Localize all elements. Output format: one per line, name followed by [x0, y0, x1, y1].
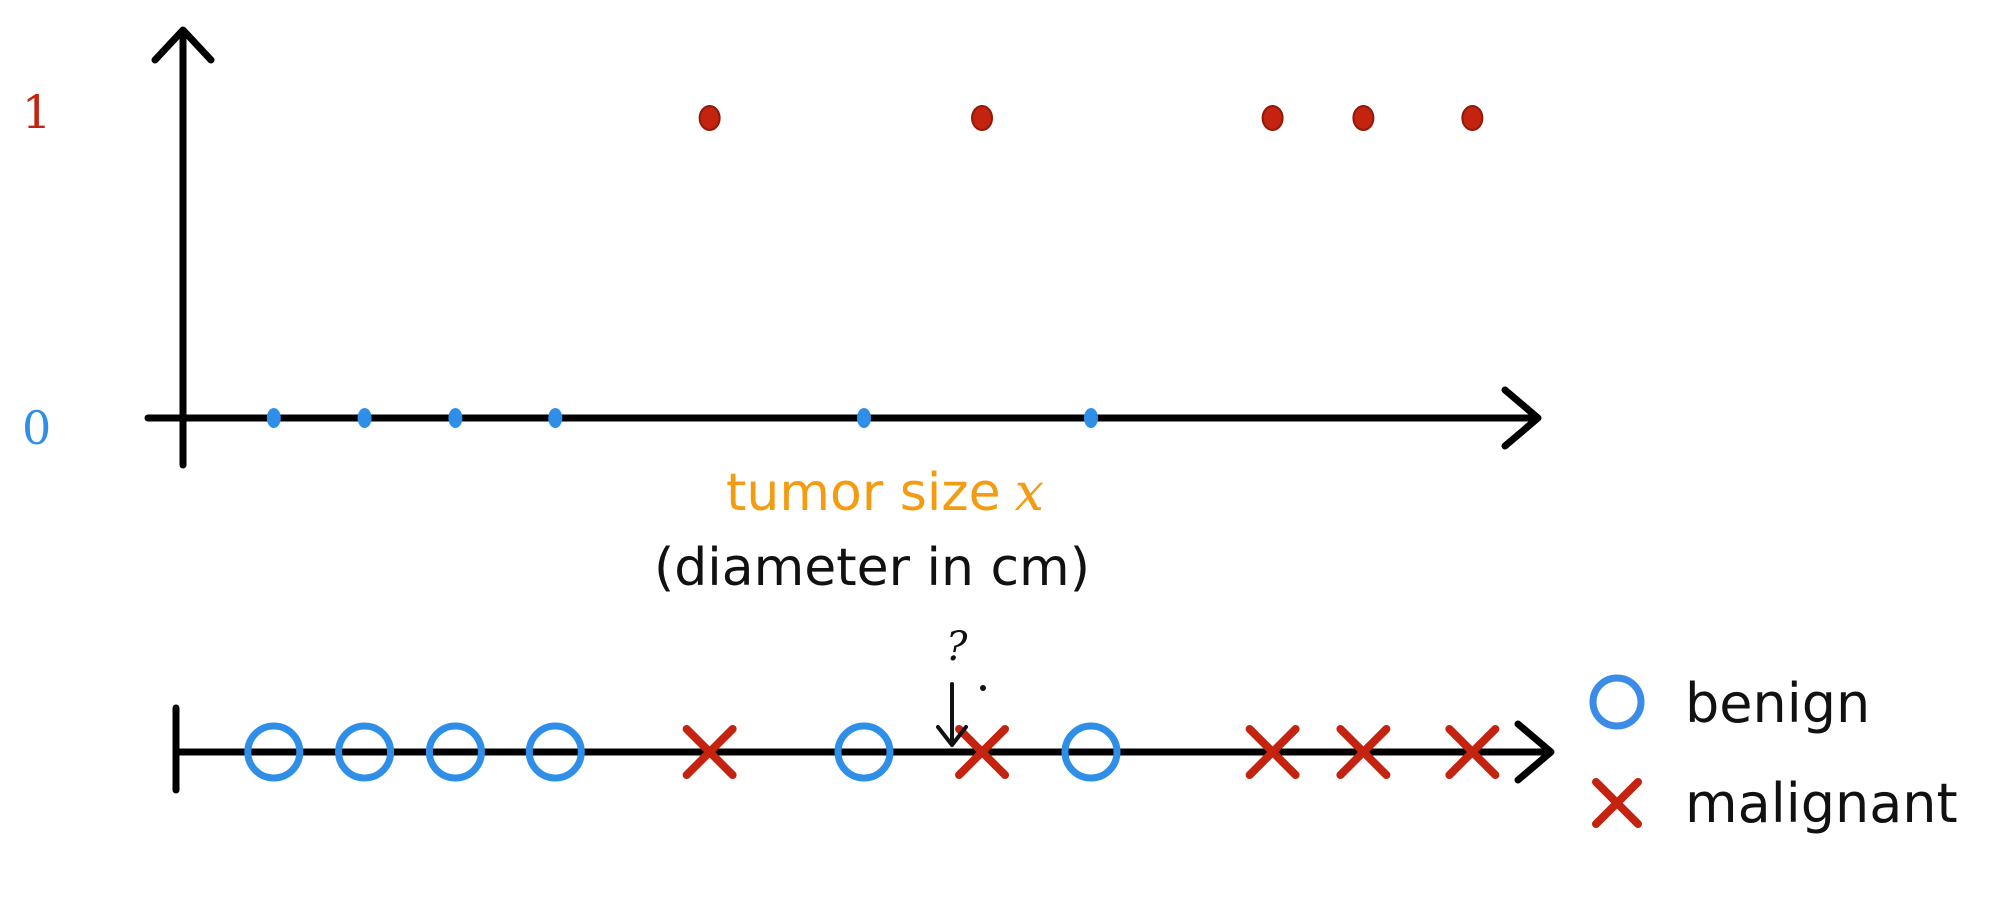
y-axis-arrowhead [151, 26, 215, 64]
benign-marker [834, 722, 894, 782]
malignant-marker-stroke [1445, 725, 1500, 779]
legend: benign malignant [1589, 672, 1958, 835]
query-dot [980, 685, 986, 691]
legend-malignant-label: malignant [1685, 772, 1958, 835]
scatter-points [266, 105, 1484, 428]
benign-point [448, 408, 463, 428]
legend-malignant-marker-b [1592, 778, 1642, 828]
malignant-point [1352, 105, 1375, 131]
malignant-point [971, 105, 994, 131]
query-annotation: ? [936, 624, 986, 747]
benign-point [357, 408, 372, 428]
malignant-marker-stroke [1336, 725, 1391, 779]
benign-marker [525, 722, 585, 782]
number-line-marks [244, 722, 1500, 782]
malignant-marker [1336, 725, 1391, 779]
malignant-marker [1245, 725, 1300, 779]
malignant-marker [1445, 725, 1500, 779]
query-label: ? [946, 624, 968, 670]
number-line-arrowhead [1514, 720, 1555, 784]
malignant-point [698, 105, 721, 131]
malignant-point [1261, 105, 1284, 131]
malignant-marker-stroke [682, 725, 737, 779]
malignant-marker-stroke [955, 725, 1010, 779]
benign-point [1084, 408, 1098, 428]
x-axis-label-variable: x [1015, 463, 1044, 523]
top-chart: 1 0 tumor size x (diameter in cm) [22, 26, 1542, 598]
y-tick-1: 1 [22, 85, 51, 139]
benign-point [266, 408, 281, 428]
malignant-marker [682, 725, 737, 779]
legend-benign-label: benign [1685, 672, 1870, 735]
x-axis-sublabel: (diameter in cm) [654, 538, 1090, 598]
benign-point [857, 408, 871, 428]
number-line: ? [172, 624, 1555, 794]
benign-marker [1061, 722, 1121, 782]
benign-marker [244, 722, 304, 782]
x-axis-label: tumor size x [726, 463, 1044, 523]
malignant-marker-stroke [1245, 725, 1300, 779]
benign-marker [335, 722, 395, 782]
malignant-marker [955, 725, 1010, 779]
benign-marker [425, 722, 485, 782]
x-axis-label-text: tumor size [726, 463, 1001, 523]
y-tick-0: 0 [22, 401, 51, 455]
query-arrow-head [936, 725, 968, 747]
legend-benign-marker [1589, 674, 1645, 730]
malignant-point [1461, 105, 1484, 131]
x-axis-arrowhead [1501, 386, 1542, 450]
benign-point [548, 408, 563, 428]
